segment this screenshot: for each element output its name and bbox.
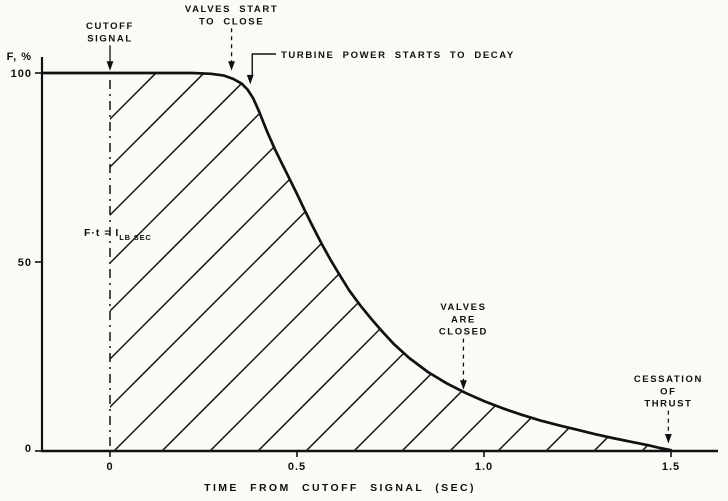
down-arrow-icon — [664, 433, 672, 444]
hatch-line — [113, 73, 513, 451]
hatch-line — [110, 73, 273, 451]
hatch-line — [401, 73, 690, 451]
hatch-line — [641, 73, 690, 451]
down-arrow-icon — [246, 74, 254, 85]
annotation-label: ARE — [451, 314, 476, 325]
y-tick-label: 0 — [25, 443, 32, 455]
hatch-line — [257, 73, 657, 451]
x-tick-label: 1.5 — [662, 461, 680, 473]
x-axis-label: TIME FROM CUTOFF SIGNAL (SEC) — [204, 482, 476, 494]
hatch-line — [110, 73, 321, 451]
down-arrow-icon — [460, 380, 467, 390]
hatch-line — [110, 73, 417, 451]
annotation-label: CESSATION — [634, 374, 703, 385]
hatch-line — [545, 73, 690, 451]
hatch-area — [110, 73, 690, 451]
hatch-line — [161, 73, 561, 451]
annotation-label: TURBINE POWER STARTS TO DECAY — [281, 50, 515, 61]
annotation-label: CLOSED — [439, 327, 488, 338]
annotation-turbine-power-starts-to-decay: TURBINE POWER STARTS TO DECAY — [246, 50, 515, 85]
y-tick-label: 100 — [11, 68, 32, 80]
y-axis-label: F, % — [7, 51, 32, 63]
hatch-line — [110, 73, 177, 451]
annotation-label: VALVES — [440, 302, 486, 313]
hatch-line — [449, 73, 690, 451]
hatch-line — [689, 73, 690, 451]
leader-line — [251, 53, 276, 77]
annotation-label: CUTOFF — [86, 21, 134, 32]
hatch-line — [110, 73, 465, 451]
x-tick-label: 1.0 — [475, 461, 493, 473]
hatch-line — [110, 73, 225, 451]
annotation-label: TO CLOSE — [199, 16, 264, 27]
hatch-line — [110, 73, 129, 451]
hatch-line — [497, 73, 690, 451]
impulse-units-subscript: LB SEC — [119, 233, 151, 242]
hatch-line — [305, 73, 690, 451]
down-arrow-icon — [228, 61, 235, 71]
impulse-equation-label: F·t = ILB SEC — [84, 227, 152, 242]
hatch-line — [209, 73, 609, 451]
x-tick-label: 0.5 — [288, 461, 306, 473]
annotation-label: THRUST — [644, 399, 692, 410]
annotation-label: VALVES START — [185, 4, 278, 15]
x-tick-label: 0 — [106, 461, 113, 473]
thrust-decay-curve — [41, 71, 673, 452]
annotation-label: SIGNAL — [87, 33, 133, 44]
down-arrow-icon — [106, 61, 114, 71]
y-tick-label: 50 — [18, 257, 32, 269]
annotation-label: OF — [660, 386, 676, 397]
